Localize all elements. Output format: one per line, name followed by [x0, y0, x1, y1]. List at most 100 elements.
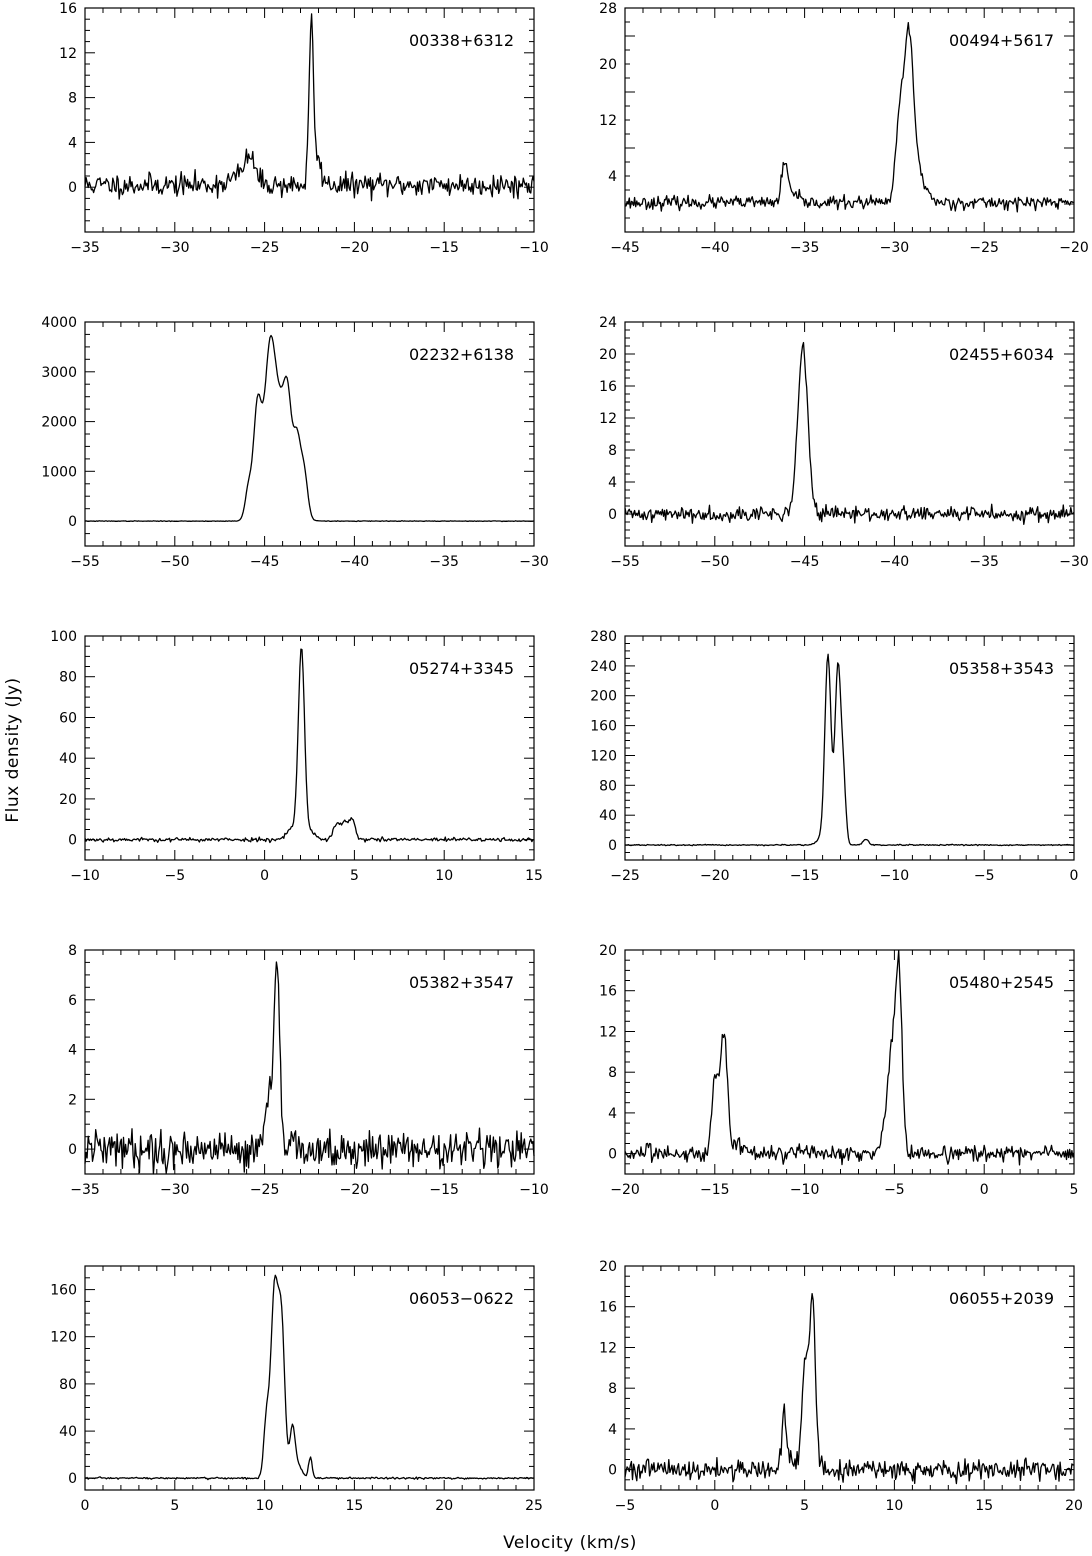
- x-tick-label: −45: [790, 554, 820, 570]
- y-tick-label: 4000: [41, 315, 77, 331]
- x-tick-label: 0: [81, 1498, 90, 1514]
- x-tick-label: −5: [164, 868, 185, 884]
- x-tick-label: −50: [700, 554, 730, 570]
- y-tick-label: 4: [608, 1106, 617, 1122]
- spectrum-line: [84, 648, 535, 844]
- x-tick-label: −30: [160, 1182, 190, 1198]
- x-tick-label: 10: [435, 868, 453, 884]
- x-tick-label: −35: [969, 554, 999, 570]
- x-tick-label: −35: [70, 1182, 100, 1198]
- panel-05480+2545: −20 −15 −10 −5 0 5 0 4 8 12 16 20 05480+2545: [599, 943, 1078, 1198]
- source-label: 05358+3543: [949, 659, 1054, 678]
- x-tick-label: −20: [700, 868, 730, 884]
- x-tick-label: −35: [790, 240, 820, 256]
- y-tick-label: 160: [590, 719, 617, 735]
- x-tick-label: 25: [525, 1498, 543, 1514]
- y-tick-label: 0: [68, 833, 77, 849]
- x-tick-label: 5: [350, 868, 359, 884]
- panel-00338+6312: −35 −30 −25 −20 −15 −10 0 4 8 12 16 00338+6312: [59, 1, 549, 256]
- y-tick-label: 8: [68, 943, 77, 959]
- y-tick-label: 0: [68, 1471, 77, 1487]
- y-tick-label: 0: [608, 1463, 617, 1479]
- y-tick-label: 60: [59, 710, 77, 726]
- panel-00494+5617: −45 −40 −35 −30 −25 −20 4 12 20 28 00494+5617: [599, 1, 1089, 256]
- x-tick-label: −40: [340, 554, 370, 570]
- panel-05358+3543: −25 −20 −15 −10 −5 0 0 40 80 120 160 200 240 280 05358…: [590, 629, 1078, 884]
- x-tick-label: −45: [610, 240, 640, 256]
- source-label: 00338+6312: [409, 31, 514, 50]
- x-tick-label: −45: [250, 554, 280, 570]
- x-tick-label: −25: [250, 240, 280, 256]
- x-tick-label: 0: [1070, 868, 1079, 884]
- x-tick-label: −20: [340, 1182, 370, 1198]
- y-tick-label: 16: [599, 379, 617, 395]
- panel-02455+6034: −55 −50 −45 −40 −35 −30 0 4 8 12 16 20 24 02455+6034: [599, 315, 1089, 570]
- y-tick-label: 12: [599, 113, 617, 129]
- y-tick-label: 20: [59, 792, 77, 808]
- x-tick-label: −10: [519, 1182, 549, 1198]
- source-label: 05274+3345: [409, 659, 514, 678]
- y-tick-label: 8: [68, 91, 77, 107]
- y-tick-label: 120: [590, 748, 617, 764]
- y-tick-label: 2000: [41, 415, 77, 431]
- x-tick-label: −30: [1059, 554, 1089, 570]
- x-tick-label: 20: [1065, 1498, 1083, 1514]
- spectrum-line: [84, 1274, 535, 1481]
- x-tick-label: −55: [610, 554, 640, 570]
- x-tick-label: 0: [260, 868, 269, 884]
- y-tick-label: 200: [590, 689, 617, 705]
- y-tick-label: 120: [50, 1330, 77, 1346]
- x-tick-label: 0: [710, 1498, 719, 1514]
- x-tick-label: 5: [170, 1498, 179, 1514]
- x-tick-label: 10: [256, 1498, 274, 1514]
- y-tick-label: 20: [599, 943, 617, 959]
- x-tick-label: −10: [519, 240, 549, 256]
- plot-frame: [84, 1265, 535, 1491]
- y-tick-label: 4: [608, 1422, 617, 1438]
- x-tick-label: −20: [1059, 240, 1089, 256]
- x-tick-label: −5: [974, 868, 995, 884]
- y-tick-label: 3000: [41, 365, 77, 381]
- source-label: 05480+2545: [949, 973, 1054, 992]
- y-tick-label: 0: [608, 507, 617, 523]
- x-tick-label: −10: [790, 1182, 820, 1198]
- source-label: 02232+6138: [409, 345, 514, 364]
- y-tick-label: 20: [599, 347, 617, 363]
- y-tick-label: 24: [599, 315, 617, 331]
- spectrum-line: [624, 949, 1075, 1166]
- x-tick-label: −40: [880, 554, 910, 570]
- y-axis-title: Flux density (Jy): [3, 677, 23, 822]
- x-tick-label: −50: [160, 554, 190, 570]
- y-tick-label: 0: [608, 838, 617, 854]
- x-axis-title: Velocity (km/s): [503, 1533, 637, 1553]
- y-tick-label: 240: [590, 659, 617, 675]
- x-tick-label: 15: [345, 1498, 363, 1514]
- spectrum-line: [624, 341, 1075, 525]
- panel-06055+2039: −5 0 5 10 15 20 0 4 8 12 16 20 06055+2039: [599, 1259, 1083, 1514]
- x-tick-label: −40: [700, 240, 730, 256]
- x-tick-label: −15: [790, 868, 820, 884]
- y-tick-label: 160: [50, 1283, 77, 1299]
- y-tick-label: 1000: [41, 464, 77, 480]
- x-tick-label: 20: [435, 1498, 453, 1514]
- y-tick-label: 12: [599, 411, 617, 427]
- y-tick-label: 16: [599, 1300, 617, 1316]
- x-tick-label: 5: [1070, 1182, 1079, 1198]
- panel-02232+6138: −55 −50 −45 −40 −35 −30 0 1000 2000 3000 4000 02232…: [41, 315, 548, 570]
- spectrum-line: [624, 21, 1075, 213]
- source-label: 06055+2039: [949, 1289, 1054, 1308]
- y-tick-label: 4: [68, 1043, 77, 1059]
- source-label: 02455+6034: [949, 345, 1054, 364]
- panel-06053−0622: 0 5 10 15 20 25 0 40 80 120 160 06053−0622: [50, 1265, 543, 1514]
- x-tick-label: −30: [160, 240, 190, 256]
- y-tick-label: 20: [599, 57, 617, 73]
- x-tick-label: −25: [610, 868, 640, 884]
- x-tick-label: 10: [885, 1498, 903, 1514]
- y-tick-label: 8: [608, 1065, 617, 1081]
- x-tick-label: −55: [70, 554, 100, 570]
- spectrum-line: [84, 961, 535, 1175]
- spectrum-line: [84, 334, 535, 523]
- y-tick-label: 0: [68, 180, 77, 196]
- x-tick-label: 15: [525, 868, 543, 884]
